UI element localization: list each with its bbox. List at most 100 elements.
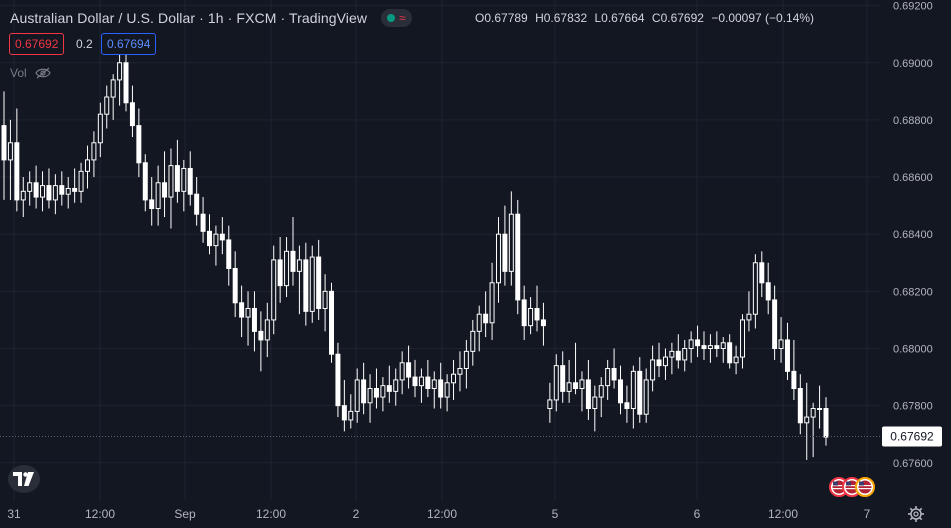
candle-body-up (52, 185, 58, 201)
candle-body-down (72, 187, 78, 192)
candle (502, 205, 508, 286)
candles (0, 54, 881, 460)
us-flag-icon[interactable] (828, 476, 876, 498)
candle-body-down (1, 125, 7, 161)
volume-legend[interactable]: Vol (10, 66, 51, 80)
candle-body-up (213, 233, 219, 247)
candle (682, 339, 688, 372)
candle (393, 368, 399, 406)
candle-body-up (463, 350, 469, 370)
open-value: 0.67789 (484, 11, 528, 25)
candle (386, 365, 392, 403)
candle-body-down (534, 307, 540, 321)
candle (7, 119, 13, 200)
candle-body-down (341, 405, 347, 421)
candle (290, 217, 296, 286)
candle-body-down (335, 353, 341, 407)
candle (752, 254, 758, 329)
candle (412, 359, 418, 398)
candle (380, 377, 386, 412)
time-tick-label: 31 (7, 507, 21, 521)
candle (341, 379, 347, 432)
candle-body-down (714, 345, 720, 349)
tradingview-logo-icon[interactable] (8, 465, 40, 493)
candle-body-up (168, 165, 174, 198)
candle-body-down (502, 233, 508, 272)
candle (515, 199, 521, 315)
price-tick-label: 0.68800 (893, 115, 933, 127)
candle (33, 165, 39, 209)
candle (14, 108, 20, 212)
candle-body-up (746, 313, 752, 321)
candle-body-up (367, 388, 373, 404)
candle (650, 345, 656, 392)
candle (817, 385, 823, 429)
candle (200, 197, 206, 243)
candle-body-up (84, 159, 90, 172)
candle-body-up (348, 410, 354, 421)
candle (508, 191, 514, 286)
candle-body-down (136, 125, 142, 164)
candle (117, 54, 123, 106)
candle (322, 274, 328, 332)
candle (553, 354, 559, 412)
time-tick-label: 7 (864, 507, 871, 521)
candle (643, 368, 649, 423)
settings-icon[interactable] (907, 505, 925, 523)
symbol-title[interactable]: Australian Dollar / U.S. Dollar · 1h · F… (10, 10, 368, 26)
candle (476, 305, 482, 352)
candle (675, 334, 681, 369)
candle (740, 314, 746, 369)
candle-body-down (637, 370, 643, 415)
candle (656, 342, 662, 378)
candle (129, 85, 135, 138)
price-tick-label: 0.69000 (893, 58, 933, 70)
candle-body-up (495, 233, 501, 284)
candle-body-up (566, 382, 572, 392)
candle (155, 165, 161, 226)
candle-body-up (508, 213, 514, 272)
candle-body-down (412, 376, 418, 387)
market-status-pill[interactable]: ≈ (381, 9, 412, 27)
candle-body-down (759, 262, 765, 284)
candle-body-up (322, 290, 328, 309)
time-axis[interactable]: 31 12:00 Sep 12:00 2 12:00 5 6 12:00 7 (7, 507, 870, 521)
time-tick-label: 6 (694, 507, 701, 521)
candle (316, 239, 322, 320)
candle-body-up (605, 368, 611, 387)
sell-button[interactable]: 0.67692 (9, 33, 65, 55)
candle-body-down (624, 402, 630, 410)
candle-body-up (470, 330, 476, 352)
candle-body-up (418, 376, 424, 387)
candle (759, 251, 765, 298)
candle (733, 345, 739, 375)
time-tick-label: 12:00 (256, 507, 286, 521)
buy-button[interactable]: 0.67694 (101, 33, 157, 55)
candle-body-down (438, 379, 444, 398)
candle (662, 348, 668, 380)
candle (110, 74, 116, 120)
chart-header: Australian Dollar / U.S. Dollar · 1h · F… (10, 9, 412, 27)
candle (348, 394, 354, 429)
candle (399, 351, 405, 395)
candle-body-down (14, 142, 20, 201)
candle-body-up (451, 373, 457, 384)
price-tick-label: 0.67600 (893, 458, 933, 470)
time-tick-label: Sep (174, 507, 196, 521)
candle-body-down (791, 370, 797, 390)
candle-body-down (765, 282, 771, 301)
candle-body-up (579, 379, 585, 390)
candle-body-down (290, 250, 296, 272)
candle-body-down (33, 182, 39, 198)
candle-body-up (354, 379, 360, 412)
candle-body-down (425, 376, 431, 390)
candle (611, 348, 617, 389)
candle (174, 139, 180, 203)
low-label: L (594, 11, 602, 25)
open-label: O (475, 11, 485, 25)
eye-off-icon[interactable] (34, 67, 51, 79)
price-axis[interactable]: 0.69200 0.69000 0.68800 0.68600 0.68400 0.682… (882, 1, 942, 470)
candle (470, 319, 476, 366)
